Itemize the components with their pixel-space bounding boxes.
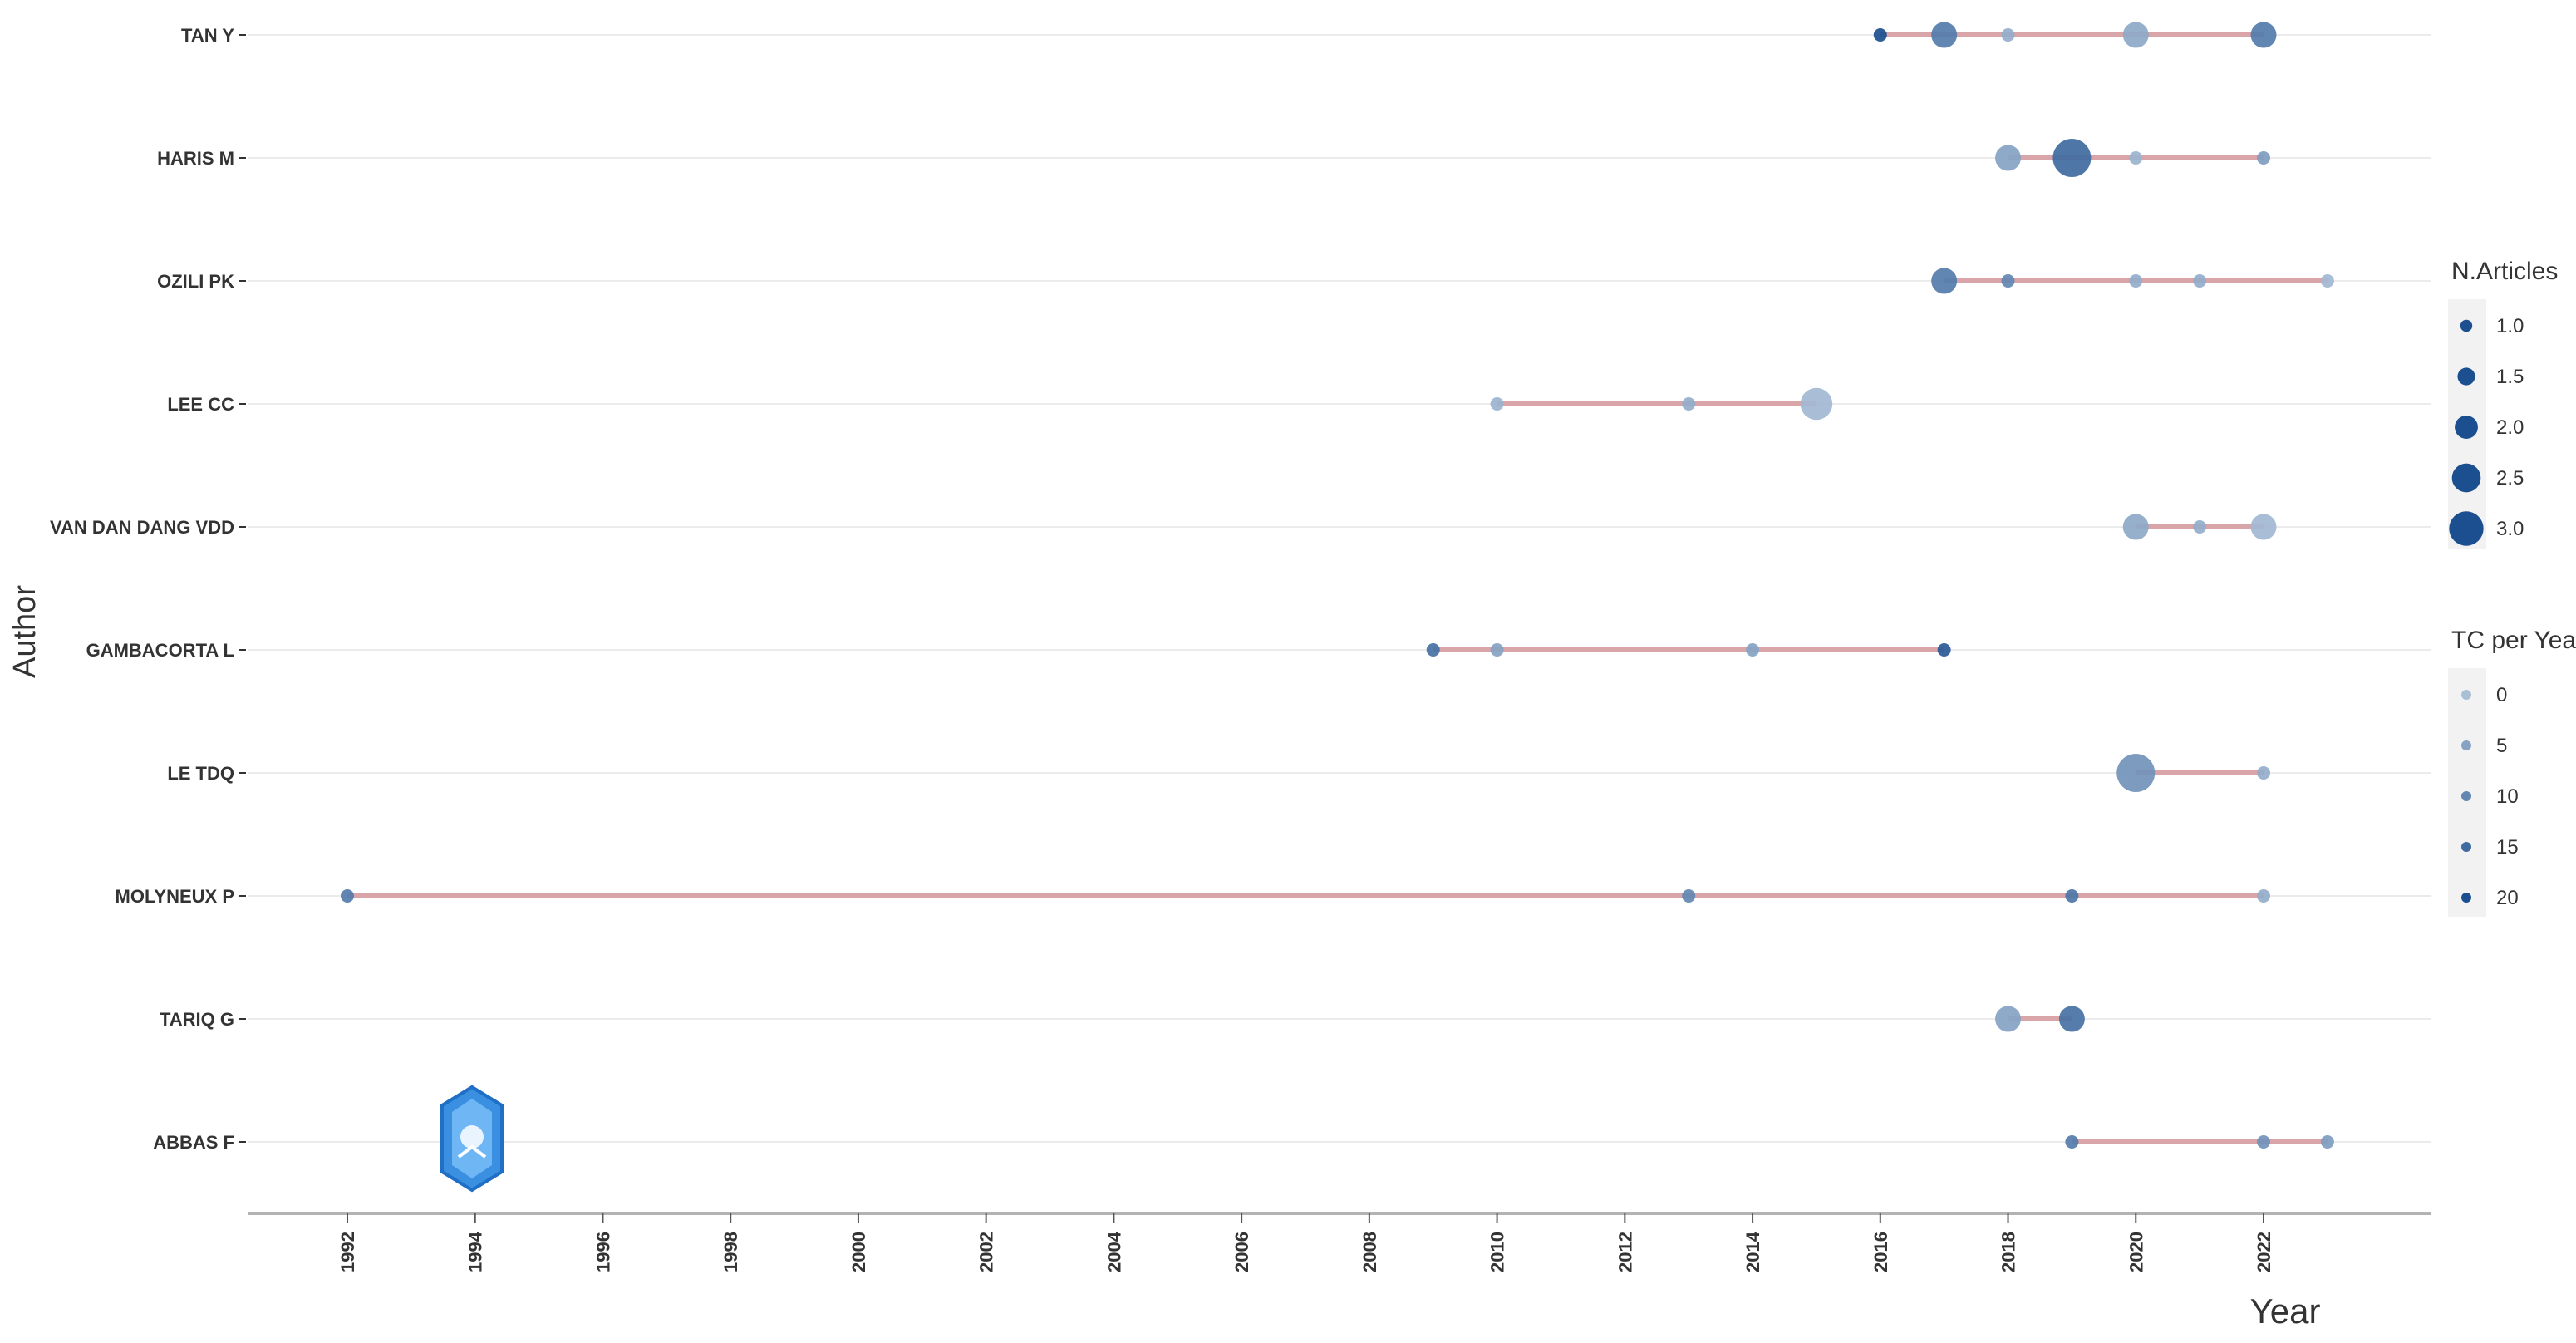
data-point [2257, 1135, 2270, 1149]
legend-color-label: 0 [2496, 684, 2507, 706]
watermark-logo [440, 1085, 504, 1193]
x-tick-label: 2020 [2126, 1232, 2146, 1272]
legend-size-key [2460, 319, 2473, 332]
author-label: TAN Y [181, 25, 234, 46]
data-point [1490, 397, 1504, 411]
data-point [1490, 643, 1504, 657]
data-point [2257, 151, 2270, 165]
legend-color-key [2461, 842, 2471, 852]
data-point [2257, 766, 2270, 780]
legend-title-tc-per-year: TC per Year [2451, 627, 2576, 654]
data-point [2320, 274, 2334, 288]
legend-color-key [2461, 893, 2471, 903]
data-point [1931, 268, 1958, 294]
legend-color-label: 5 [2496, 735, 2507, 757]
author-label: ABBAS F [153, 1132, 234, 1153]
x-tick-label: 2016 [1871, 1232, 1891, 1272]
data-point [2058, 1006, 2085, 1032]
x-tick-label: 2012 [1615, 1232, 1635, 1272]
author-label: HARIS M [157, 148, 234, 169]
data-point [2001, 28, 2015, 42]
data-point [2065, 1135, 2079, 1149]
data-point [2001, 274, 2015, 288]
legend-size-label: 1.0 [2496, 315, 2524, 337]
legend-color-key [2461, 791, 2471, 801]
legend-color-key [2461, 690, 2471, 700]
data-point [2122, 22, 2149, 48]
legend-color-key [2461, 740, 2471, 750]
data-point [2250, 22, 2277, 48]
x-tick-label: 2010 [1487, 1232, 1508, 1272]
x-tick-label: 1996 [592, 1232, 613, 1272]
x-tick-label: 2004 [1104, 1231, 1124, 1272]
data-point [1937, 643, 1951, 657]
data-point [1682, 889, 1696, 903]
data-point [2052, 139, 2092, 177]
gridlines [248, 34, 2431, 1143]
author-label: GAMBACORTA L [86, 640, 234, 661]
data-point [2250, 514, 2277, 540]
data-point [1995, 1006, 2022, 1032]
data-point [1426, 643, 1440, 657]
x-axis-title: Year [2250, 1291, 2321, 1331]
data-point [2257, 889, 2270, 903]
x-tick-label: 2022 [2254, 1232, 2274, 1272]
data-point [2065, 889, 2079, 903]
data-point [1995, 145, 2022, 171]
legend-color-label: 20 [2496, 887, 2519, 909]
data-point [2129, 151, 2143, 165]
data-point [2116, 754, 2156, 792]
legend-size-key [2451, 463, 2481, 493]
data-point [1800, 387, 1833, 421]
author-label: TARIQ G [160, 1009, 234, 1030]
x-tick-label: 2008 [1359, 1232, 1380, 1272]
data-point [1682, 397, 1696, 411]
legend-size-key [2449, 511, 2484, 546]
data-point [1873, 28, 1887, 42]
x-tick-label: 1998 [720, 1232, 741, 1272]
author-label: OZILI PK [157, 271, 234, 292]
author-timeline-segments [347, 32, 2328, 1144]
y-axis: TAN Y HARIS M OZILI PK LEE CC VAN DAN DANG V… [50, 25, 246, 1153]
x-tick-label: 2000 [848, 1232, 869, 1272]
legend-size-label: 2.0 [2496, 416, 2524, 439]
data-point [2193, 520, 2207, 534]
data-point [1931, 22, 1958, 48]
data-point [341, 889, 354, 903]
legend-title-n-articles: N.Articles [2451, 258, 2558, 285]
x-tick-label: 1994 [465, 1231, 486, 1272]
author-label: VAN DAN DANG VDD [50, 517, 234, 538]
x-tick-label: 2018 [1998, 1232, 2019, 1272]
data-point [1746, 643, 1760, 657]
legend-size-label: 3.0 [2496, 518, 2524, 540]
article-points [341, 22, 2334, 1149]
author-label: MOLYNEUX P [116, 886, 234, 907]
legend-size-key [2457, 367, 2475, 386]
x-tick-label: 1992 [337, 1232, 358, 1272]
x-tick-label: 2014 [1743, 1231, 1763, 1272]
x-axis: 1992 1994 1996 1998 2000 2002 2004 2006 2008 2010… [248, 1212, 2431, 1272]
data-point [2129, 274, 2143, 288]
author-label: LEE CC [167, 394, 234, 415]
x-tick-label: 2006 [1231, 1232, 1252, 1272]
y-axis-title: Author [7, 585, 42, 678]
author-label: LE TDQ [167, 763, 234, 784]
data-point [2193, 274, 2207, 288]
legend-size-key [2455, 416, 2478, 439]
x-tick-label: 2002 [976, 1232, 997, 1272]
legend-size-label: 2.5 [2496, 467, 2524, 489]
legends: N.Articles 1.0 1.5 2.0 2.5 3.0 TC per Year 0 5 10… [2448, 258, 2576, 917]
legend-color-label: 10 [2496, 785, 2519, 808]
legend-color-label: 15 [2496, 836, 2519, 858]
data-point [2320, 1135, 2334, 1149]
data-point [2122, 514, 2149, 540]
legend-size-label: 1.5 [2496, 366, 2524, 388]
